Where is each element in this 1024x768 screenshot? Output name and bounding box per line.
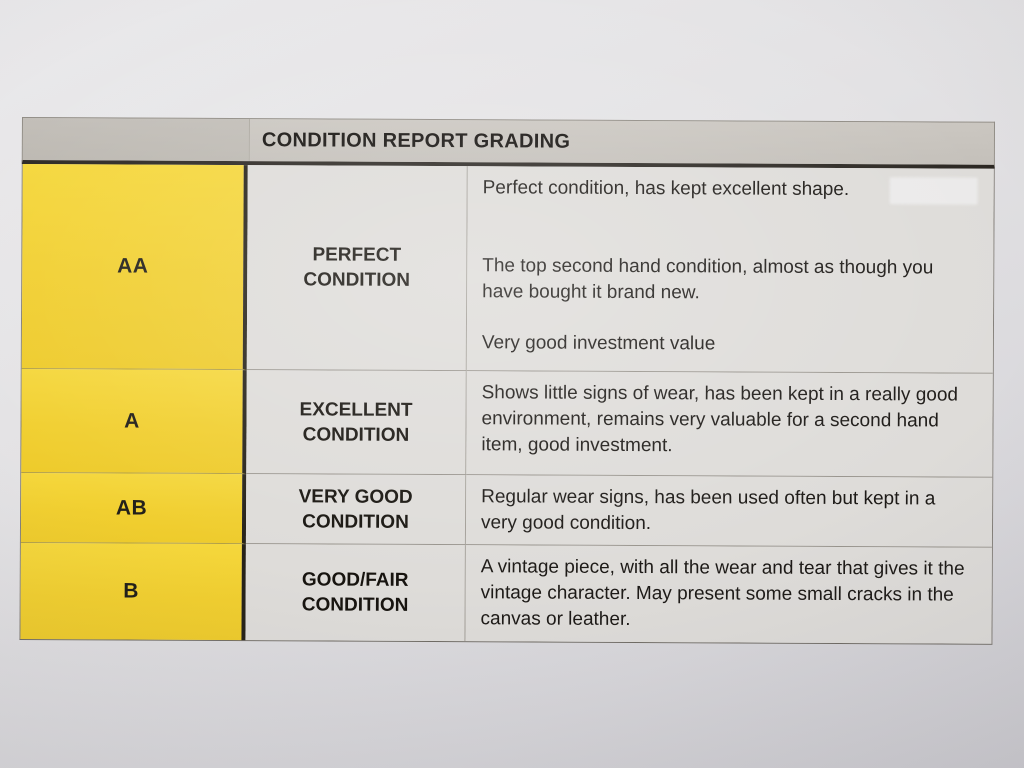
table-row-b: B GOOD/FAIR CONDITION A vintage piece, w… bbox=[20, 542, 992, 644]
description-paragraph: The top second hand condition, almost as… bbox=[482, 255, 934, 304]
description-paragraph: Perfect condition, has kept excellent sh… bbox=[482, 177, 850, 201]
table-header-title-cell: CONDITION REPORT GRADING bbox=[249, 119, 994, 165]
table-row-ab: AB VERY GOOD CONDITION Regular wear sign… bbox=[20, 473, 993, 548]
condition-report-table: CONDITION REPORT GRADING AA PERFECT COND… bbox=[19, 117, 995, 645]
table-title: CONDITION REPORT GRADING bbox=[261, 128, 571, 153]
description-paragraph: Shows little signs of wear, has been kep… bbox=[481, 382, 959, 457]
table-row-a: A EXCELLENT CONDITION Shows little signs… bbox=[21, 369, 993, 478]
description-paragraph: Regular wear signs, has been used often … bbox=[480, 486, 936, 535]
table-body: AA PERFECT CONDITION Perfect condition, … bbox=[19, 163, 995, 645]
grade-cell: B bbox=[20, 542, 246, 641]
table-row-aa: AA PERFECT CONDITION Perfect condition, … bbox=[21, 164, 994, 374]
condition-name-cell: EXCELLENT CONDITION bbox=[246, 370, 467, 476]
grade-cell: A bbox=[21, 369, 247, 475]
grade-cell: AB bbox=[20, 473, 247, 545]
description-cell: Shows little signs of wear, has been kep… bbox=[466, 371, 993, 478]
description-paragraph: A vintage piece, with all the wear and t… bbox=[480, 556, 965, 630]
description-cell: Perfect condition, has kept excellent sh… bbox=[466, 166, 994, 374]
table-header-spacer-cell bbox=[22, 118, 250, 162]
table-header-row: CONDITION REPORT GRADING bbox=[21, 117, 995, 169]
grade-cell: AA bbox=[21, 164, 248, 371]
description-paragraph: Very good investment value bbox=[481, 332, 716, 355]
description-cell: Regular wear signs, has been used often … bbox=[465, 475, 993, 548]
condition-name-cell: GOOD/FAIR CONDITION bbox=[245, 544, 466, 642]
description-cell: A vintage piece, with all the wear and t… bbox=[465, 545, 992, 644]
condition-name-cell: VERY GOOD CONDITION bbox=[245, 474, 467, 546]
condition-name-cell: PERFECT CONDITION bbox=[246, 165, 468, 372]
